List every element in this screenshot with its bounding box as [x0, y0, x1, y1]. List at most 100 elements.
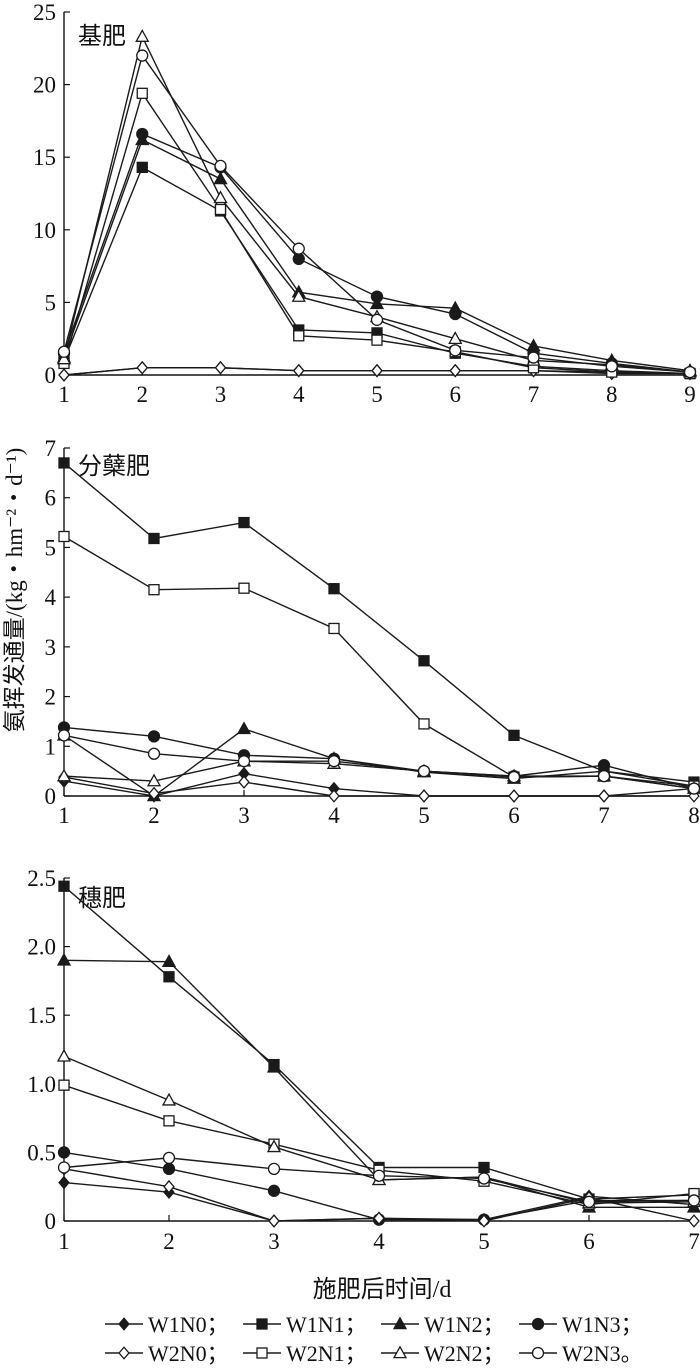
- x-tick-label: 3: [215, 382, 227, 407]
- x-axis-label: 施肥后时间/d: [313, 1276, 452, 1303]
- x-tick-label: 7: [598, 803, 610, 828]
- y-tick-label: 0.5: [27, 1140, 56, 1165]
- x-tick-label: 1: [58, 1229, 70, 1254]
- data-point: [161, 1092, 177, 1106]
- data-point: [449, 363, 462, 378]
- data-point: [508, 789, 520, 803]
- data-point: [370, 313, 384, 326]
- data-point: [687, 1194, 700, 1207]
- data-point: [291, 289, 306, 302]
- data-point: [267, 1162, 281, 1176]
- data-point: [448, 331, 463, 345]
- x-tick-label: 2: [137, 382, 149, 407]
- x-tick-label: 2: [163, 1229, 175, 1254]
- x-tick-label: 6: [508, 803, 520, 828]
- x-tick-label: 5: [418, 803, 430, 828]
- panel-title: 穗肥: [78, 885, 126, 912]
- data-point: [213, 190, 228, 204]
- panel-3: 0 0.5 1.0 1.5 2.0 2.5 1 2 3 4 5 6 7 穗肥: [27, 866, 700, 1254]
- y-tick-label: 3: [45, 635, 57, 660]
- data-point: [162, 1151, 176, 1165]
- x-tick-label: 6: [583, 1229, 595, 1254]
- data-point: [371, 363, 383, 378]
- legend-label: W2N3。: [562, 1341, 643, 1366]
- data-point: [292, 242, 305, 255]
- series-line: [63, 462, 695, 783]
- data-point: [449, 307, 462, 321]
- data-point: [57, 1161, 71, 1174]
- data-point: [58, 880, 70, 892]
- y-tick-label: 7: [45, 436, 57, 461]
- data-point: [148, 532, 160, 545]
- legend-item-w2n3: W2N3。: [519, 1341, 643, 1366]
- y-tick-label: 2: [45, 685, 57, 710]
- y-tick-label: 2.5: [27, 866, 56, 891]
- series-line: [63, 734, 695, 790]
- x-tick-label: 3: [268, 1229, 280, 1254]
- data-point: [292, 252, 305, 265]
- data-point: [688, 1214, 700, 1228]
- legend-item-w1n3: W1N3；: [519, 1312, 643, 1337]
- y-tick-label: 25: [33, 0, 56, 25]
- data-point: [214, 360, 227, 375]
- data-point: [605, 360, 618, 373]
- data-point: [683, 365, 697, 379]
- data-point: [163, 1179, 175, 1194]
- y-axis-label: 氨挥发通量/(kg・hm⁻²・d⁻¹): [2, 448, 27, 733]
- data-point: [371, 334, 383, 346]
- data-point: [58, 457, 70, 469]
- legend-label: W1N3；: [562, 1312, 643, 1337]
- legend-marker: [256, 1347, 268, 1359]
- data-point: [687, 782, 700, 795]
- data-point: [268, 1214, 280, 1228]
- legend-label: W2N1；: [286, 1341, 367, 1366]
- legend-item-w1n2: W1N2；: [381, 1312, 505, 1337]
- data-point: [508, 729, 520, 741]
- data-point: [214, 159, 227, 173]
- x-tick-label: 6: [450, 382, 462, 407]
- data-point: [57, 1146, 71, 1159]
- data-point: [266, 1139, 282, 1153]
- series-line: [63, 726, 695, 790]
- legend-item-w1n0: W1N0；: [105, 1312, 229, 1337]
- series-w2n3: [57, 49, 697, 379]
- data-point: [449, 344, 462, 357]
- panel-title: 分蘖肥: [78, 453, 150, 480]
- legend-item-w2n2: W2N2；: [381, 1341, 505, 1366]
- data-point: [148, 786, 160, 801]
- data-point: [373, 1211, 385, 1226]
- legend-label: W2N0；: [148, 1341, 229, 1366]
- data-point: [136, 87, 148, 99]
- x-tick-label: 5: [478, 1229, 490, 1254]
- y-tick-label: 1.5: [27, 1003, 56, 1028]
- data-point: [162, 1162, 176, 1176]
- data-point: [58, 368, 70, 382]
- data-point: [372, 1169, 386, 1182]
- y-tick-label: 1: [45, 734, 57, 759]
- data-point: [163, 1115, 175, 1127]
- y-tick-label: 0: [45, 1209, 57, 1234]
- data-point: [369, 296, 385, 310]
- x-tick-label: 4: [293, 382, 305, 407]
- data-point: [148, 584, 160, 596]
- data-point: [136, 360, 149, 375]
- series-w2n3: [57, 729, 700, 795]
- data-point: [58, 530, 70, 543]
- data-point: [136, 127, 149, 141]
- data-point: [293, 330, 305, 342]
- x-tick-label: 2: [148, 803, 160, 828]
- y-tick-label: 5: [45, 535, 57, 560]
- legend-marker: [118, 1346, 130, 1360]
- data-point: [267, 1184, 281, 1197]
- data-point: [237, 755, 251, 768]
- data-point: [266, 1059, 282, 1073]
- data-point: [598, 789, 610, 803]
- data-point: [58, 1175, 70, 1190]
- x-tick-label: 7: [528, 382, 540, 407]
- x-tick-label: 9: [684, 382, 696, 407]
- legend-label: W1N2；: [424, 1312, 505, 1337]
